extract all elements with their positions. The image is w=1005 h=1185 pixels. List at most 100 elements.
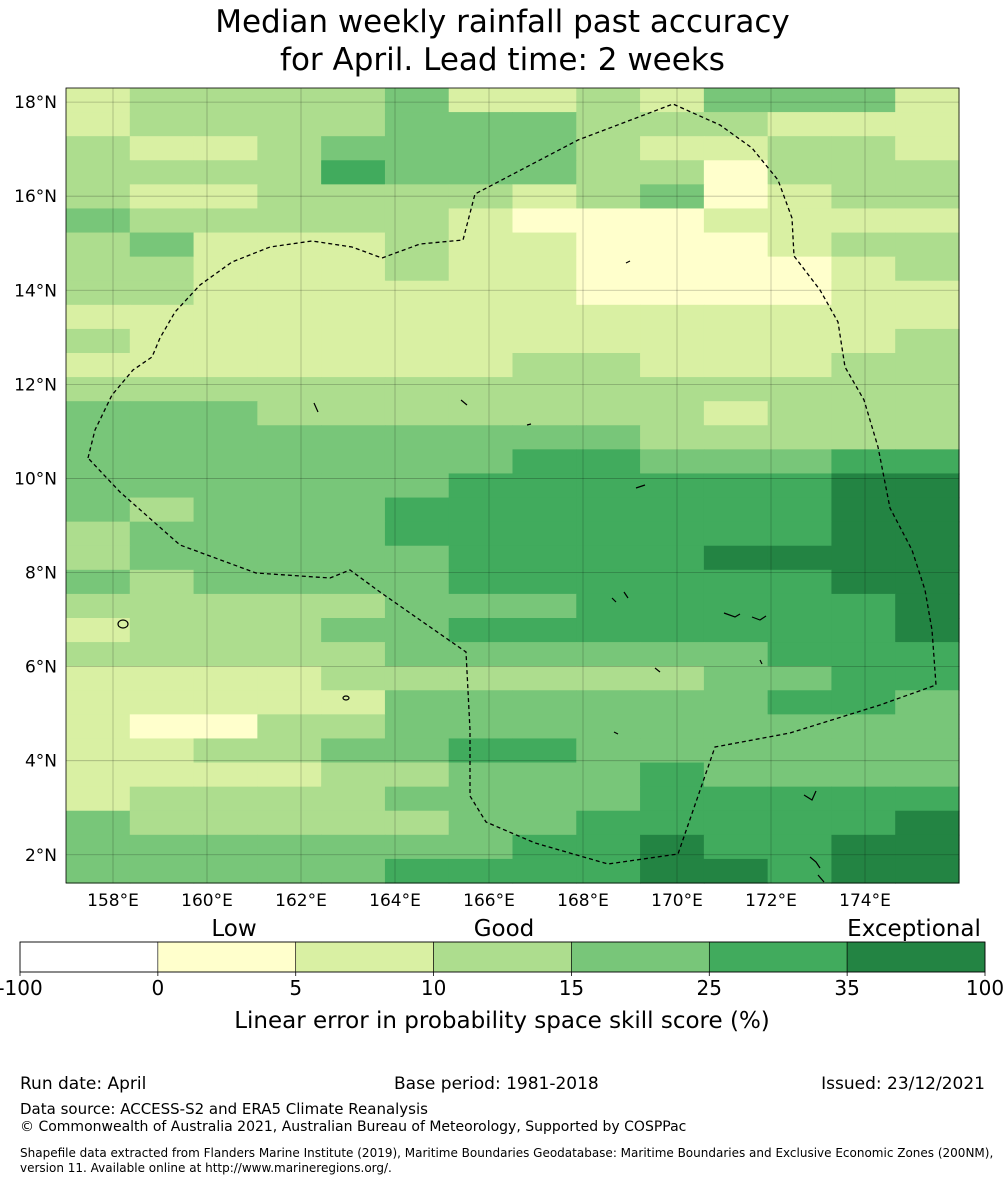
colorbar-bins <box>19 941 986 973</box>
skill-cell <box>129 208 195 234</box>
skill-cell <box>512 184 577 210</box>
skill-cell <box>193 618 258 643</box>
skill-cell <box>640 280 705 306</box>
atoll <box>526 423 532 426</box>
skill-cell <box>321 521 386 547</box>
skill-cell <box>66 256 131 282</box>
skill-cell <box>895 618 960 643</box>
skill-cell <box>448 401 514 426</box>
skill-cell <box>512 618 577 643</box>
skill-cell <box>703 449 769 475</box>
skill-cell <box>703 569 769 595</box>
skill-cell <box>193 666 258 691</box>
skill-cell <box>321 328 386 354</box>
skill-cell <box>703 473 769 499</box>
skill-cell <box>640 112 705 137</box>
skill-cell <box>831 738 896 764</box>
skill-cell <box>193 497 258 523</box>
skill-cell <box>129 112 195 137</box>
colorbar-tick-label: 0 <box>151 976 164 1000</box>
skill-cell <box>831 545 896 571</box>
skill-cell <box>448 449 514 475</box>
skill-cell <box>321 690 386 715</box>
skill-cell <box>767 762 833 788</box>
skill-cell <box>640 834 705 860</box>
colorbar-tick-label: 100 <box>966 976 1004 1000</box>
skill-cell <box>321 136 386 161</box>
skill-cell <box>129 304 195 330</box>
skill-cell <box>640 208 705 234</box>
skill-cell <box>512 256 577 282</box>
skill-cell <box>257 256 322 282</box>
atoll <box>803 790 817 801</box>
skill-cell <box>321 545 386 571</box>
latitude-label: 18°N <box>14 93 57 113</box>
skill-cell <box>512 810 577 836</box>
skill-cell <box>767 280 833 306</box>
skill-cell <box>703 208 769 234</box>
skill-cell <box>576 256 641 282</box>
skill-cell <box>703 184 769 210</box>
skill-cell <box>512 738 577 764</box>
skill-cell <box>512 642 577 667</box>
skill-cell <box>448 304 514 330</box>
atoll <box>342 695 350 701</box>
skill-cell <box>512 280 577 306</box>
skill-cell <box>703 714 769 740</box>
colorbar-tick-labels: -100 0 5 10 15 25 35 100 <box>0 972 1004 1000</box>
skill-cell <box>576 353 641 378</box>
skill-cell <box>129 473 195 499</box>
skill-cell <box>129 88 195 113</box>
skill-cell <box>512 762 577 788</box>
legend-label-exceptional: Exceptional <box>847 916 981 942</box>
skill-cell <box>512 208 577 234</box>
skill-cell <box>129 738 195 764</box>
skill-cell <box>66 714 131 740</box>
skill-cell <box>831 521 896 547</box>
skill-cell <box>831 497 896 523</box>
skill-cell <box>576 328 641 354</box>
skill-cell <box>129 160 195 185</box>
skill-cell <box>257 112 322 137</box>
skill-cell <box>384 136 450 161</box>
skill-cell <box>640 666 705 691</box>
skill-cell <box>703 810 769 836</box>
skill-cell <box>448 353 514 378</box>
skill-cell <box>384 834 450 860</box>
skill-cell <box>831 232 896 258</box>
skill-cell <box>703 256 769 282</box>
skill-cell <box>640 184 705 210</box>
skill-cell <box>384 256 450 282</box>
atoll <box>751 615 767 621</box>
skill-cell <box>384 642 450 667</box>
colorbar-tick-label: 35 <box>834 976 859 1000</box>
latitude-label: 10°N <box>14 469 57 489</box>
colorbar-tick-label: 15 <box>559 976 584 1000</box>
skill-cell <box>512 593 577 619</box>
skill-cell <box>767 136 833 161</box>
eez-boundary-line <box>87 103 937 865</box>
skill-cell <box>66 232 131 258</box>
skill-cell <box>512 401 577 426</box>
skill-cell <box>129 786 195 812</box>
skill-cell <box>640 401 705 426</box>
skill-cell <box>703 280 769 306</box>
skill-cell <box>384 810 450 836</box>
base-period: Base period: 1981-2018 <box>394 1074 599 1094</box>
skill-cell <box>703 545 769 571</box>
run-date: Run date: April <box>20 1074 147 1094</box>
skill-cell <box>257 353 322 378</box>
skill-cell <box>512 666 577 691</box>
skill-cell <box>895 690 960 715</box>
skill-cell <box>831 377 896 402</box>
skill-cell <box>321 786 386 812</box>
skill-cell <box>448 521 514 547</box>
skill-cell <box>321 353 386 378</box>
skill-cell <box>384 328 450 354</box>
skill-cell <box>193 304 258 330</box>
skill-cell <box>129 353 195 378</box>
skill-cell <box>129 449 195 475</box>
skill-cell <box>767 353 833 378</box>
skill-cell <box>895 304 960 330</box>
skill-cell <box>129 256 195 282</box>
